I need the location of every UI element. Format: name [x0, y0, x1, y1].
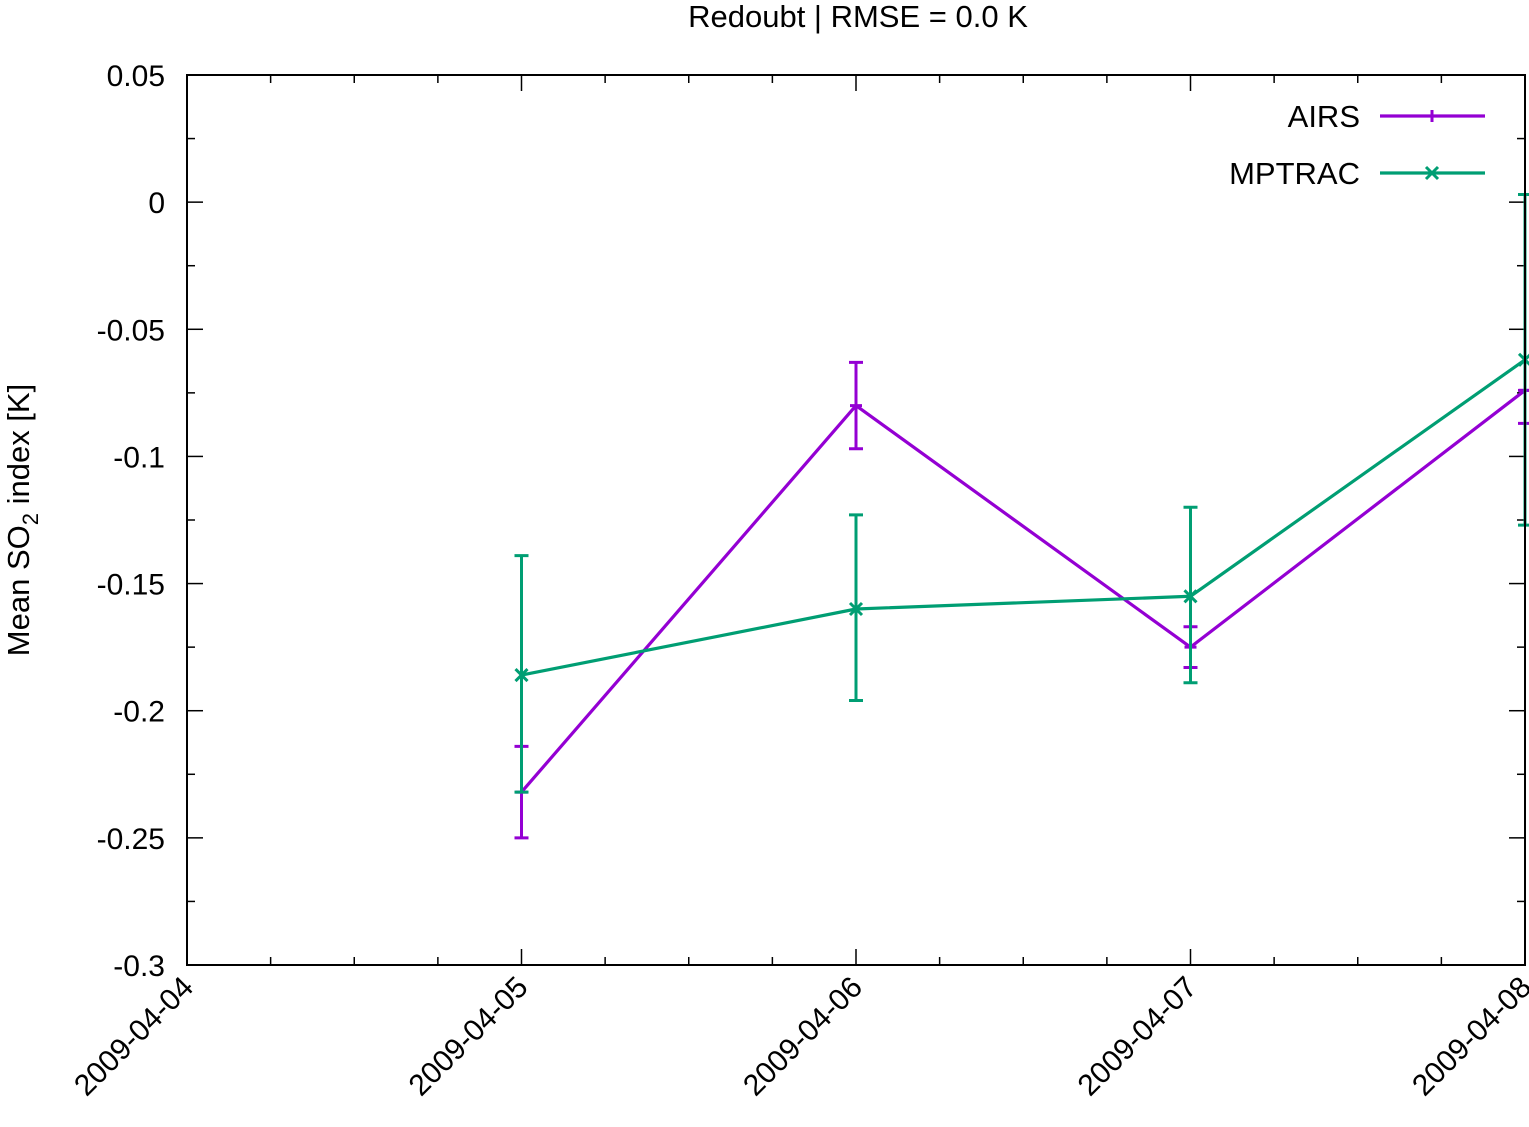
y-tick-label: -0.3	[113, 950, 165, 983]
series-line	[521, 358, 1526, 677]
y-tick-label: -0.1	[113, 441, 165, 474]
series-airs	[514, 360, 1529, 840]
y-tick-label: 0.05	[107, 60, 165, 93]
x-tick-label: 2009-04-04	[68, 971, 200, 1103]
legend-label: AIRS	[1288, 99, 1360, 134]
y-tick-label: -0.25	[97, 823, 165, 856]
y-axis-label-prefix: Mean SO	[1, 525, 36, 656]
x-tick-label: 2009-04-06	[737, 971, 869, 1103]
legend-label: MPTRAC	[1229, 156, 1360, 191]
y-tick-label: -0.15	[97, 569, 165, 602]
chart-title: Redoubt | RMSE = 0.0 K	[688, 0, 1028, 34]
data-point	[1183, 589, 1198, 604]
y-tick-label: 0	[148, 187, 165, 220]
plot-frame	[186, 74, 1526, 966]
x-tick-label: 2009-04-08	[1406, 971, 1529, 1103]
y-tick-label: -0.05	[97, 314, 165, 347]
tick-labels: 0.050-0.05-0.1-0.15-0.2-0.25-0.32009-04-…	[68, 60, 1529, 1102]
series-mptrac	[514, 193, 1529, 794]
legend-marker	[1426, 110, 1438, 122]
y-axis-label-subscript: 2	[18, 513, 43, 525]
legend: AIRS MPTRAC	[1229, 99, 1485, 191]
x-tick-label: 2009-04-07	[1072, 971, 1204, 1103]
data-point	[850, 399, 862, 412]
x-tick-label: 2009-04-05	[403, 971, 535, 1103]
y-axis-label: Mean SO2 index [K]	[1, 384, 43, 656]
series-line	[520, 389, 1526, 794]
y-tick-label: -0.2	[113, 696, 165, 729]
y-axis-label-suffix: index [K]	[1, 384, 36, 513]
series-layer	[514, 193, 1529, 840]
legend-marker	[1424, 165, 1440, 181]
data-point	[848, 601, 864, 617]
data-point	[514, 668, 529, 683]
